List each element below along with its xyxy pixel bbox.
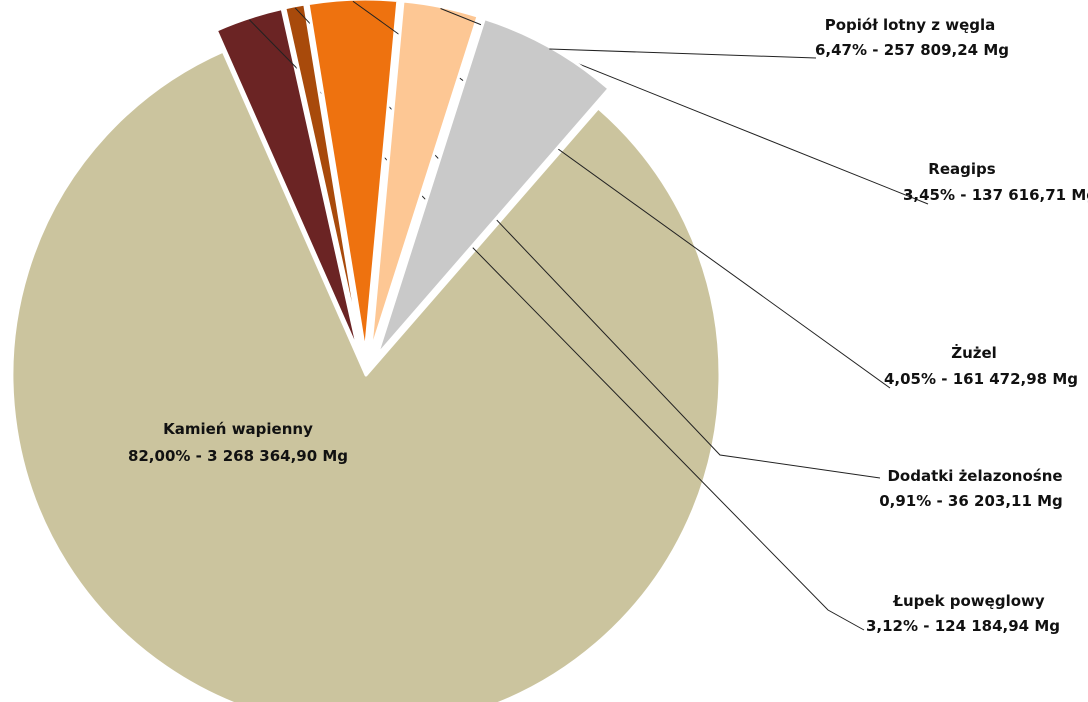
slice-label-value: 4,05% - 161 472,98 Mg xyxy=(884,370,1078,388)
slice-label-value: 82,00% - 3 268 364,90 Mg xyxy=(128,447,348,465)
slice-label-name: Dodatki żelazonośne xyxy=(887,467,1062,485)
slice-label-value: 3,12% - 124 184,94 Mg xyxy=(866,617,1060,635)
slice-label-name: Żużel xyxy=(951,343,997,362)
slice-label-value: 0,91% - 36 203,11 Mg xyxy=(879,492,1063,510)
pie-slice-4 xyxy=(306,0,400,355)
pie-slice-1 xyxy=(10,49,722,702)
slice-label-value: 6,47% - 257 809,24 Mg xyxy=(815,41,1009,59)
slice-label-value: 3,45% - 137 616,71 Mg xyxy=(903,186,1088,204)
leader-line xyxy=(294,7,881,479)
leader-line xyxy=(549,48,817,59)
slice-label-name: Popiół lotny z węgla xyxy=(825,16,996,34)
slice-label-name: Kamień wapienny xyxy=(163,420,313,438)
pie-slice-5 xyxy=(368,0,480,355)
slice-label-name: Reagips xyxy=(928,160,995,178)
pie-slice-2 xyxy=(214,7,361,356)
slice-label-name: Łupek powęglowy xyxy=(892,592,1045,610)
pie-slice-6 xyxy=(375,17,611,358)
pie-slice-3 xyxy=(283,2,364,355)
